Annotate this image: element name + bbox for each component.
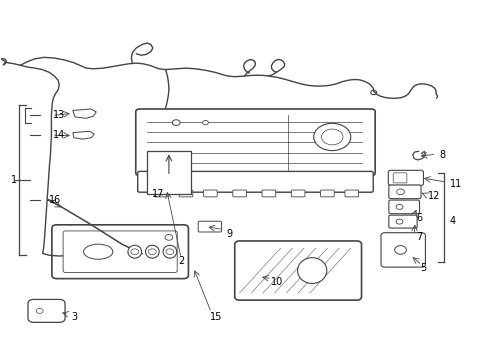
- Circle shape: [148, 249, 156, 255]
- Text: 4: 4: [448, 216, 454, 226]
- FancyBboxPatch shape: [203, 190, 217, 197]
- FancyBboxPatch shape: [388, 215, 416, 228]
- FancyBboxPatch shape: [52, 225, 188, 279]
- Text: 10: 10: [271, 277, 283, 287]
- Circle shape: [394, 246, 406, 254]
- Polygon shape: [73, 131, 94, 139]
- Ellipse shape: [297, 258, 326, 283]
- Text: 14: 14: [53, 130, 65, 140]
- FancyBboxPatch shape: [179, 190, 192, 197]
- Ellipse shape: [145, 245, 159, 258]
- Circle shape: [313, 123, 350, 150]
- Circle shape: [131, 249, 139, 255]
- Ellipse shape: [128, 245, 142, 258]
- FancyBboxPatch shape: [392, 173, 406, 183]
- Polygon shape: [140, 173, 370, 191]
- FancyBboxPatch shape: [155, 190, 168, 197]
- FancyBboxPatch shape: [380, 233, 425, 267]
- Text: 5: 5: [419, 263, 426, 273]
- Text: 7: 7: [416, 232, 422, 242]
- FancyBboxPatch shape: [234, 241, 361, 300]
- Circle shape: [36, 309, 43, 314]
- Text: 2: 2: [178, 256, 184, 266]
- Circle shape: [202, 121, 208, 125]
- FancyBboxPatch shape: [388, 200, 419, 214]
- Circle shape: [172, 120, 180, 126]
- Text: 16: 16: [48, 195, 61, 205]
- Polygon shape: [73, 109, 96, 118]
- FancyBboxPatch shape: [320, 190, 333, 197]
- FancyBboxPatch shape: [387, 170, 423, 185]
- FancyBboxPatch shape: [388, 185, 420, 199]
- Circle shape: [370, 90, 376, 95]
- Ellipse shape: [163, 245, 176, 258]
- Text: 11: 11: [449, 179, 462, 189]
- FancyBboxPatch shape: [198, 221, 221, 232]
- Circle shape: [165, 249, 173, 255]
- Text: 8: 8: [439, 150, 445, 160]
- Text: 15: 15: [210, 312, 223, 322]
- FancyBboxPatch shape: [344, 190, 358, 197]
- Circle shape: [395, 204, 402, 210]
- FancyBboxPatch shape: [136, 109, 374, 176]
- Polygon shape: [140, 112, 370, 173]
- FancyBboxPatch shape: [291, 190, 305, 197]
- Text: 17: 17: [152, 189, 164, 199]
- Text: 1: 1: [11, 175, 18, 185]
- FancyBboxPatch shape: [262, 190, 275, 197]
- Text: 9: 9: [225, 229, 232, 239]
- FancyBboxPatch shape: [232, 190, 246, 197]
- Text: 3: 3: [71, 312, 78, 322]
- Text: 6: 6: [416, 213, 422, 222]
- Circle shape: [395, 219, 402, 224]
- Circle shape: [321, 129, 342, 145]
- Bar: [147, 150, 190, 194]
- FancyBboxPatch shape: [138, 171, 372, 192]
- Ellipse shape: [83, 244, 113, 259]
- Circle shape: [164, 234, 172, 240]
- Circle shape: [396, 189, 404, 195]
- FancyBboxPatch shape: [63, 231, 177, 273]
- FancyBboxPatch shape: [28, 300, 65, 322]
- Text: 13: 13: [53, 111, 65, 121]
- Text: 12: 12: [427, 191, 439, 201]
